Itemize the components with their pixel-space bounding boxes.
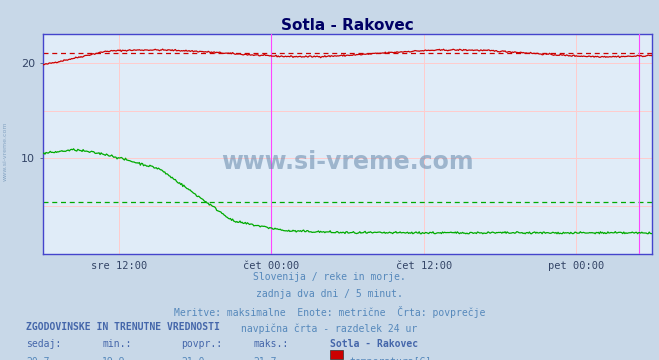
Text: povpr.:: povpr.: <box>181 339 222 350</box>
Text: Sotla - Rakovec: Sotla - Rakovec <box>330 339 418 350</box>
Text: sre 12:00: sre 12:00 <box>91 261 147 271</box>
Text: 19,9: 19,9 <box>102 357 126 360</box>
Text: čet 00:00: čet 00:00 <box>243 261 300 271</box>
Text: čet 12:00: čet 12:00 <box>395 261 452 271</box>
Text: pet 00:00: pet 00:00 <box>548 261 604 271</box>
Title: Sotla - Rakovec: Sotla - Rakovec <box>281 18 414 33</box>
Text: Meritve: maksimalne  Enote: metrične  Črta: povprečje: Meritve: maksimalne Enote: metrične Črta… <box>174 306 485 318</box>
Text: www.si-vreme.com: www.si-vreme.com <box>221 149 474 174</box>
Text: zadnja dva dni / 5 minut.: zadnja dva dni / 5 minut. <box>256 289 403 299</box>
Text: 21,7: 21,7 <box>254 357 277 360</box>
Text: www.si-vreme.com: www.si-vreme.com <box>3 121 8 181</box>
Text: navpična črta - razdelek 24 ur: navpična črta - razdelek 24 ur <box>241 324 418 334</box>
Text: 20,7: 20,7 <box>26 357 50 360</box>
Text: 21,0: 21,0 <box>181 357 205 360</box>
Text: min.:: min.: <box>102 339 132 350</box>
Text: Slovenija / reke in morje.: Slovenija / reke in morje. <box>253 272 406 282</box>
Text: maks.:: maks.: <box>254 339 289 350</box>
Text: temperatura[C]: temperatura[C] <box>349 357 432 360</box>
Text: sedaj:: sedaj: <box>26 339 61 350</box>
Text: ZGODOVINSKE IN TRENUTNE VREDNOSTI: ZGODOVINSKE IN TRENUTNE VREDNOSTI <box>26 322 220 332</box>
